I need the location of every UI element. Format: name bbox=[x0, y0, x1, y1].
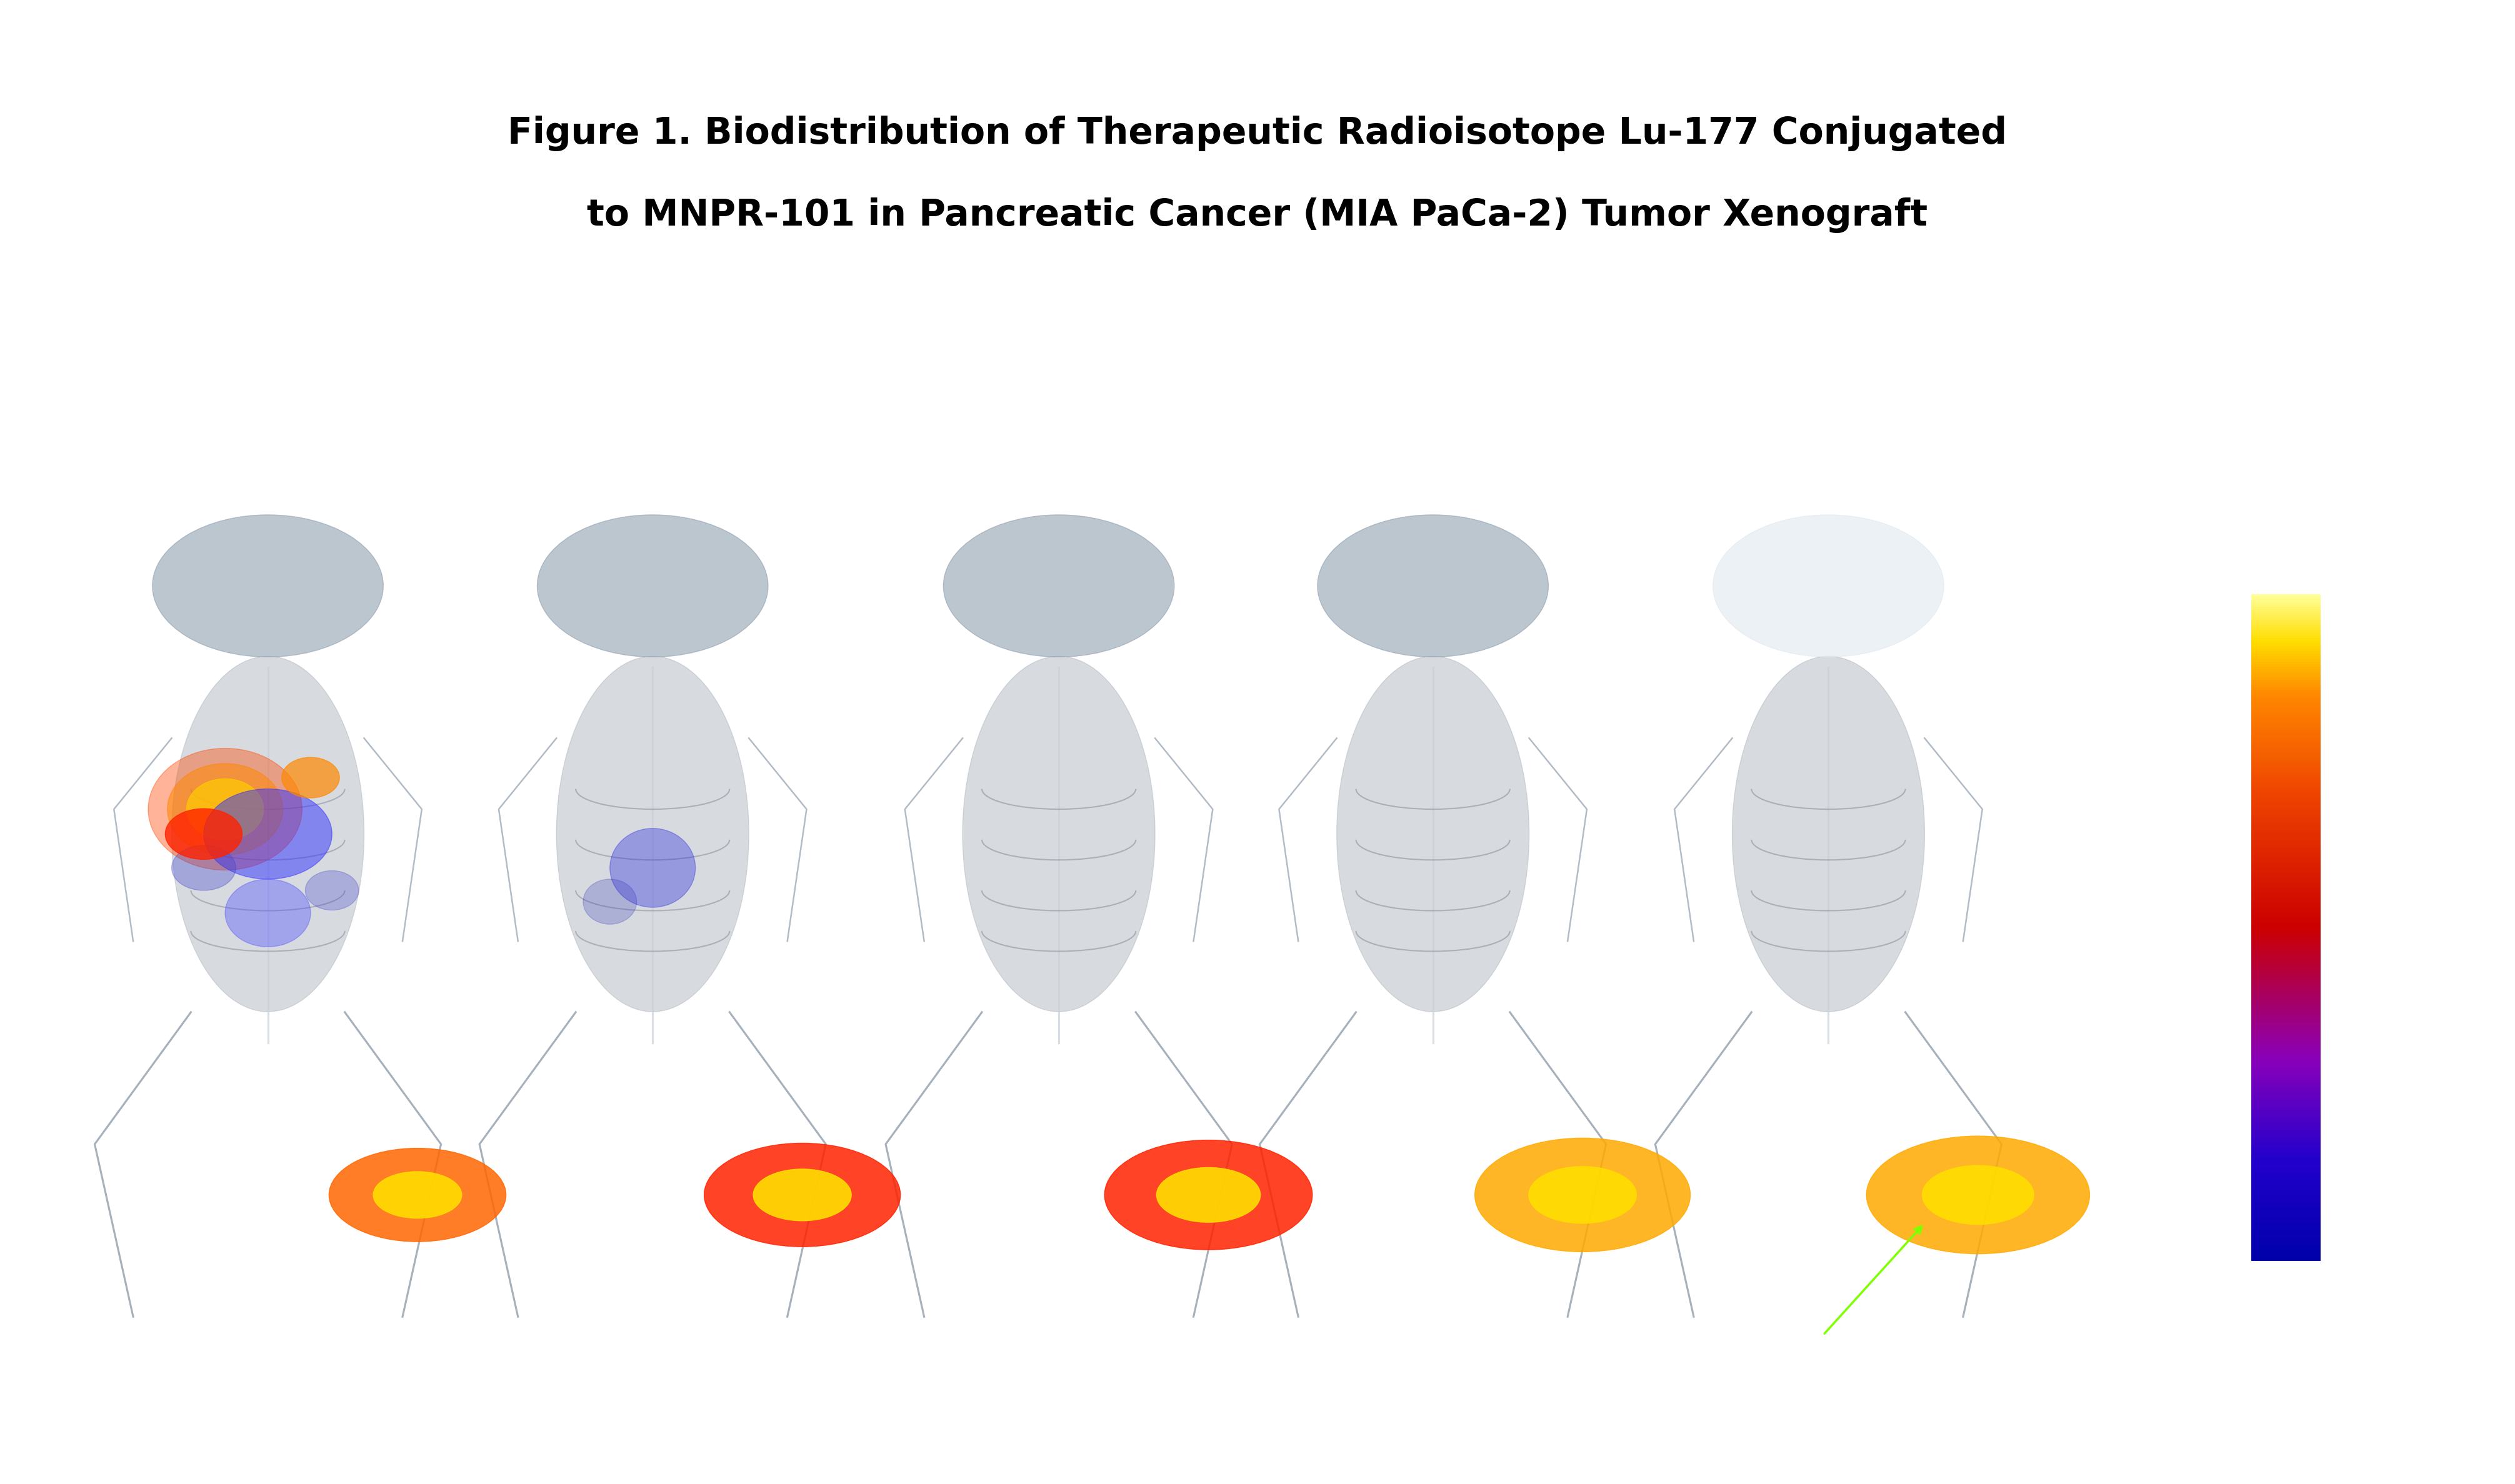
Ellipse shape bbox=[304, 871, 360, 910]
Ellipse shape bbox=[204, 789, 332, 879]
Circle shape bbox=[752, 1169, 853, 1221]
Circle shape bbox=[1157, 1168, 1260, 1223]
Ellipse shape bbox=[171, 846, 236, 890]
Circle shape bbox=[1104, 1140, 1313, 1250]
Text: 0% ID/g: 0% ID/g bbox=[2238, 1282, 2382, 1315]
Ellipse shape bbox=[282, 757, 340, 798]
Text: Tumor: Tumor bbox=[1750, 1226, 1921, 1370]
Ellipse shape bbox=[1335, 656, 1529, 1012]
Ellipse shape bbox=[148, 748, 302, 870]
Ellipse shape bbox=[943, 515, 1175, 657]
Ellipse shape bbox=[1318, 515, 1549, 657]
Text: 6d: 6d bbox=[1403, 405, 1461, 447]
Circle shape bbox=[1529, 1166, 1637, 1223]
Ellipse shape bbox=[226, 879, 312, 947]
Text: to MNPR-101 in Pancreatic Cancer (MIA PaCa-2) Tumor Xenograft: to MNPR-101 in Pancreatic Cancer (MIA Pa… bbox=[586, 197, 1929, 233]
Ellipse shape bbox=[1713, 515, 1944, 657]
Text: 1d: 1d bbox=[624, 405, 682, 447]
Text: 40% ID/g: 40% ID/g bbox=[2238, 540, 2404, 573]
Ellipse shape bbox=[171, 656, 365, 1012]
Ellipse shape bbox=[153, 515, 382, 657]
Text: Figure 1. Biodistribution of Therapeutic Radioisotope Lu-177 Conjugated: Figure 1. Biodistribution of Therapeutic… bbox=[508, 116, 2007, 151]
Ellipse shape bbox=[556, 656, 749, 1012]
Ellipse shape bbox=[186, 779, 264, 840]
Ellipse shape bbox=[583, 879, 636, 925]
Ellipse shape bbox=[169, 763, 282, 855]
Circle shape bbox=[1921, 1165, 2035, 1224]
Circle shape bbox=[329, 1149, 506, 1242]
Circle shape bbox=[372, 1171, 463, 1218]
Text: 3d: 3d bbox=[1029, 405, 1089, 447]
Circle shape bbox=[1474, 1138, 1690, 1252]
Ellipse shape bbox=[538, 515, 767, 657]
Circle shape bbox=[704, 1143, 900, 1247]
Ellipse shape bbox=[963, 656, 1154, 1012]
Ellipse shape bbox=[166, 809, 241, 859]
Circle shape bbox=[1866, 1137, 2090, 1254]
Ellipse shape bbox=[609, 828, 694, 907]
Ellipse shape bbox=[1733, 656, 1924, 1012]
Text: 3h: 3h bbox=[239, 405, 297, 447]
Text: 9d: 9d bbox=[1798, 405, 1859, 447]
